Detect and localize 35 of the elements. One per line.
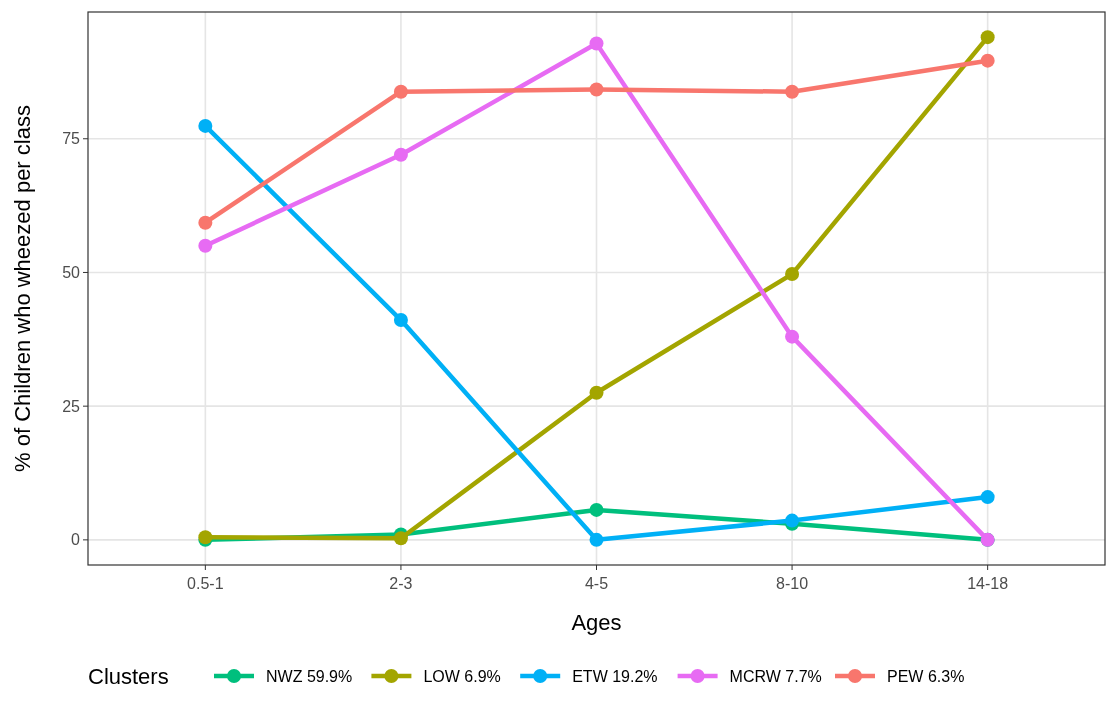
point (785, 84, 800, 99)
legend-label: ETW 19.2% (572, 667, 658, 685)
legend-label: LOW 6.9% (423, 667, 501, 685)
y-tick-label: 50 (62, 264, 81, 282)
y-tick-label: 0 (71, 531, 81, 549)
x-tick-label: 4-5 (584, 575, 609, 592)
point (393, 84, 408, 99)
point (785, 267, 800, 282)
point (393, 147, 408, 162)
x-axis-title: Ages (571, 610, 622, 635)
point (785, 329, 800, 344)
y-tick-label: 75 (62, 130, 81, 148)
point (589, 82, 604, 97)
x-tick-label: 14-18 (967, 575, 1009, 592)
point (980, 490, 995, 505)
x-tick-label: 0.5-1 (187, 575, 224, 592)
point (198, 118, 213, 133)
x-tick-label: 8-10 (776, 575, 809, 592)
point (980, 53, 995, 68)
point (589, 385, 604, 400)
legend-label: NWZ 59.9% (266, 667, 353, 685)
point (198, 238, 213, 253)
legend-title: Clusters (88, 663, 169, 689)
y-axis-title: % of Children who wheezed per class (10, 105, 35, 472)
y-tick-label: 25 (62, 397, 81, 415)
point (393, 531, 408, 546)
point (393, 313, 408, 328)
point (589, 532, 604, 547)
point (980, 30, 995, 45)
x-tick-label: 2-3 (389, 575, 413, 592)
legend-label: MCRW 7.7% (729, 667, 822, 685)
point (589, 502, 604, 517)
point (589, 36, 604, 51)
legend-label: PEW 6.3% (887, 667, 965, 685)
point (198, 215, 213, 230)
